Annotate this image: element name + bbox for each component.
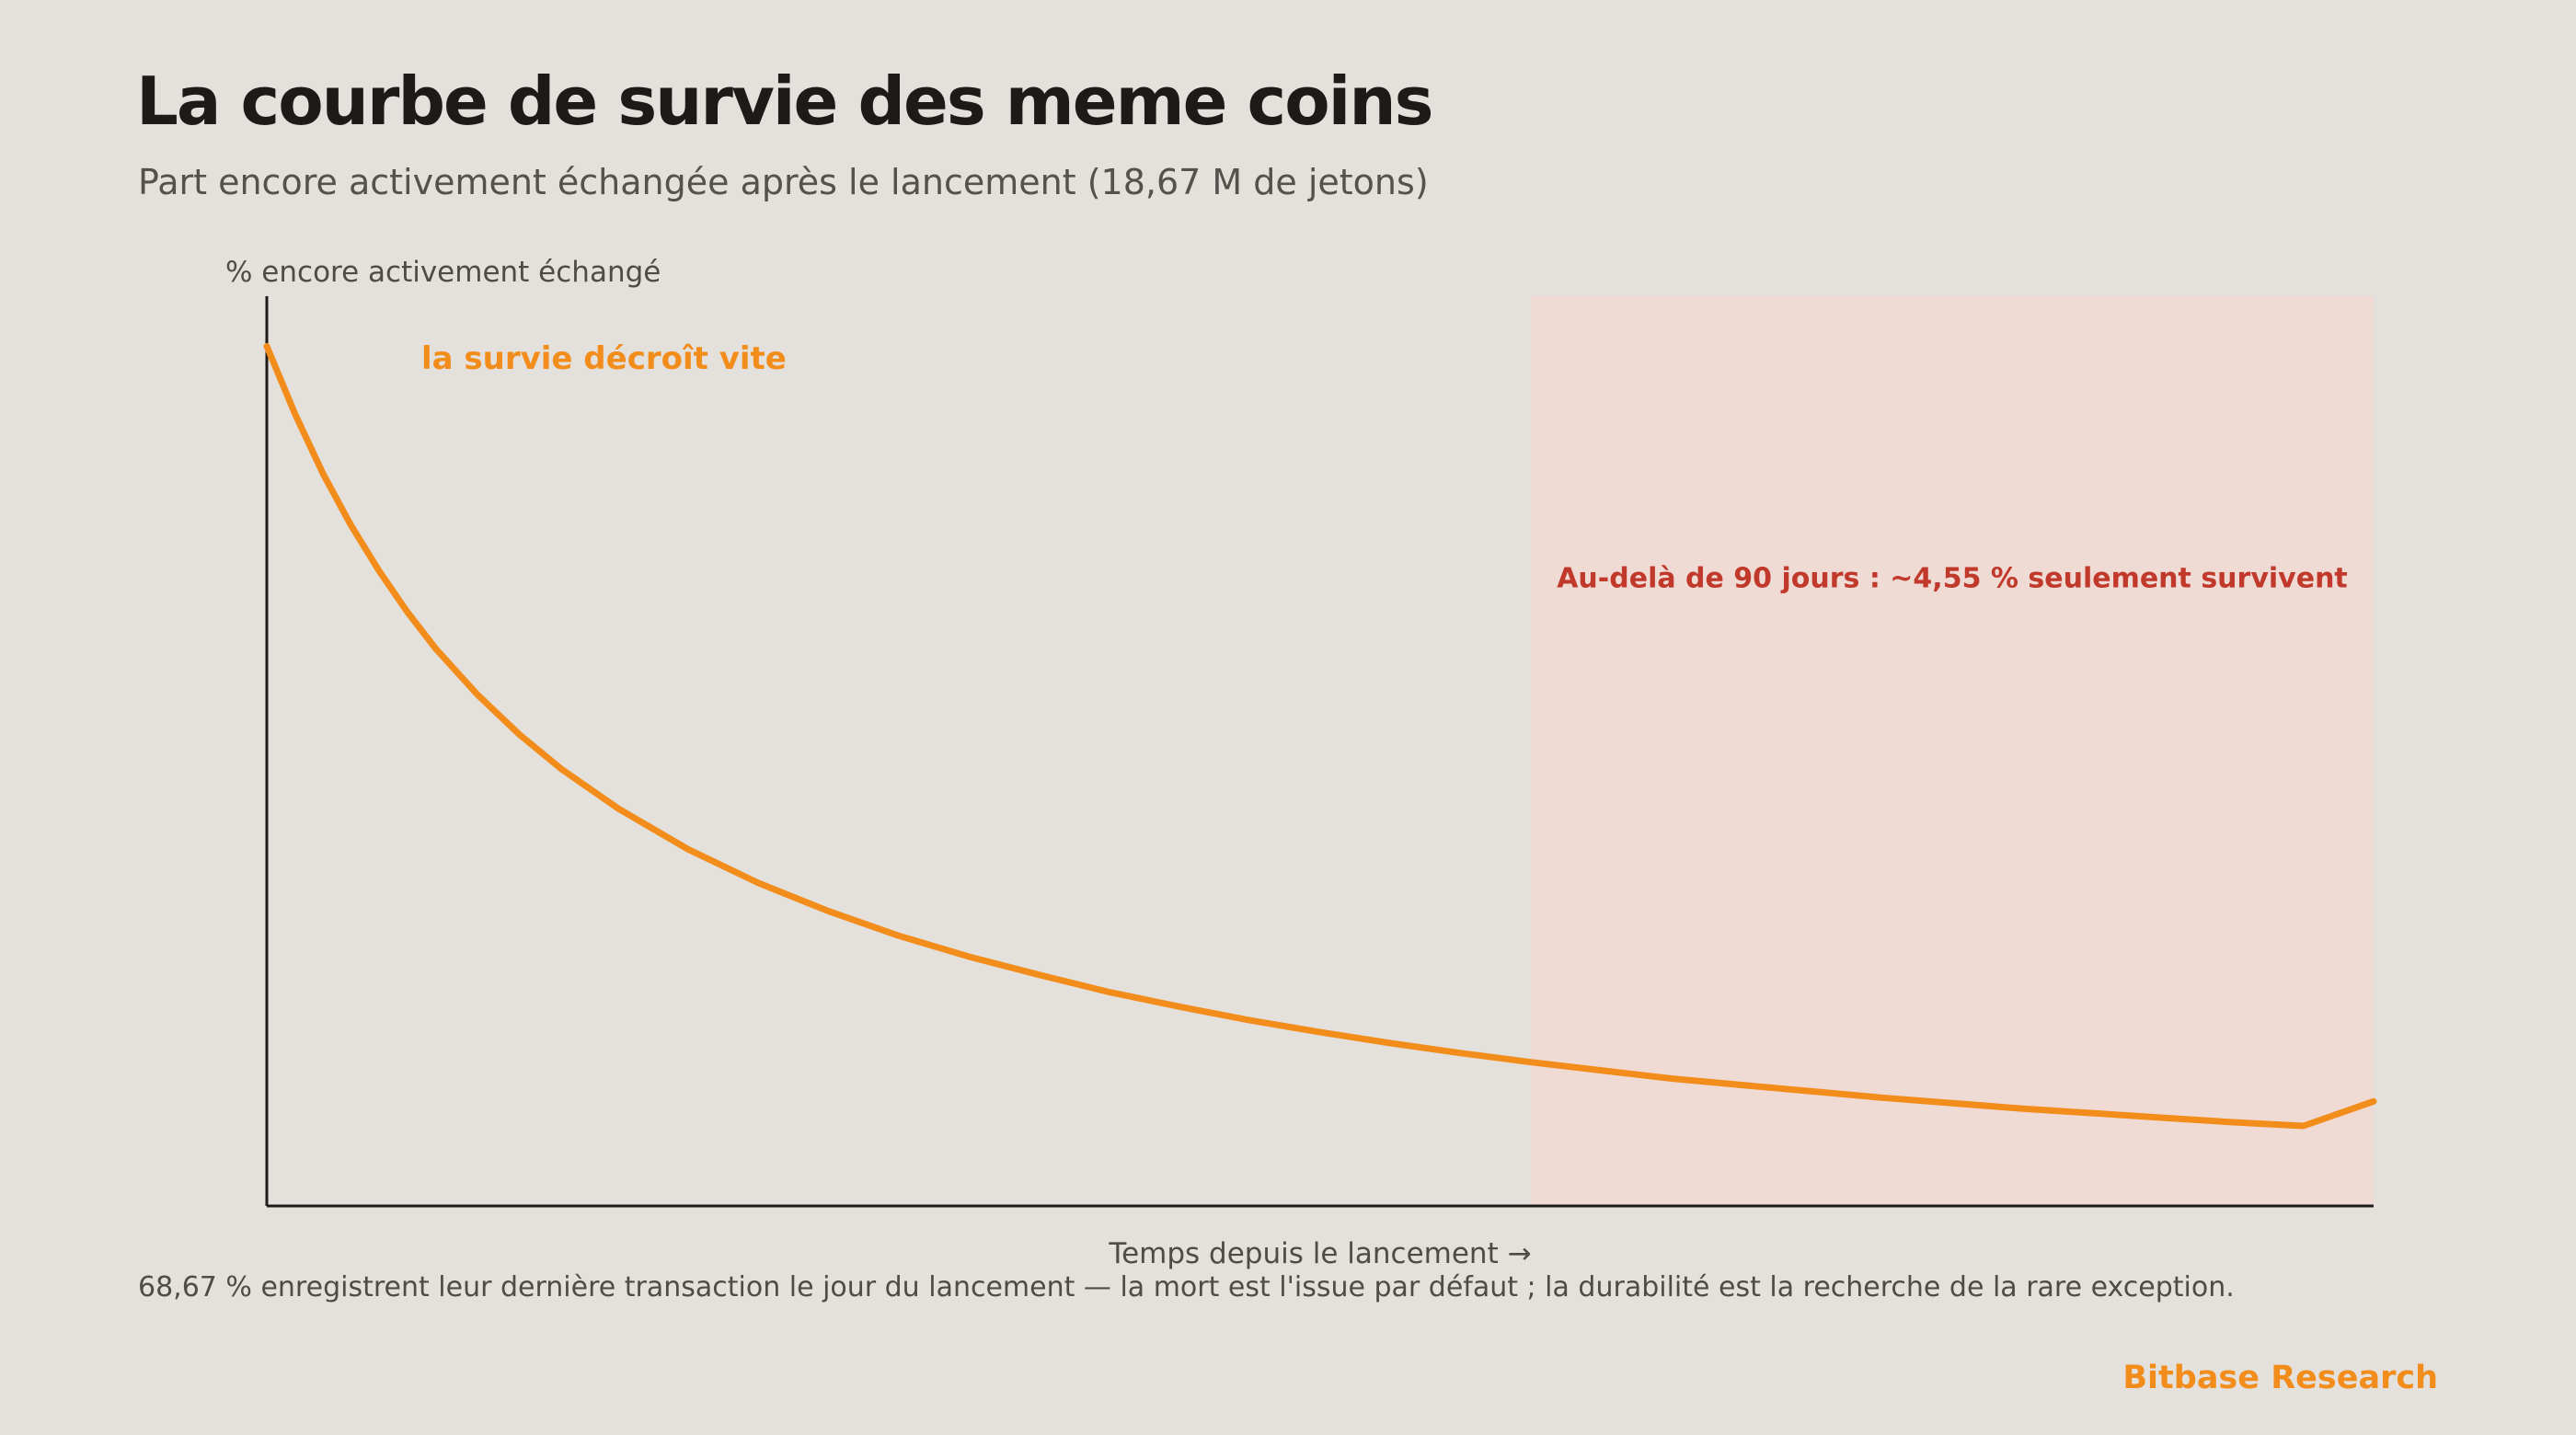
annotation-fast-decay: la survie décroît vite bbox=[421, 340, 787, 377]
brand-logo-text: Bitbase Research bbox=[2122, 1360, 2438, 1396]
survival-curve bbox=[263, 342, 2377, 1130]
chart-title: La courbe de survie des meme coins bbox=[136, 63, 1433, 140]
x-axis-label: Temps depuis le lancement → bbox=[1108, 1237, 1531, 1270]
y-axis-label: % encore activement échangé bbox=[225, 256, 661, 289]
chart-subtitle: Part encore activement échangée après le… bbox=[138, 162, 1429, 202]
post-90-days-region bbox=[1531, 296, 2374, 1206]
footnote: 68,67 % enregistrent leur dernière trans… bbox=[138, 1271, 2235, 1303]
annotation-90-days: Au-delà de 90 jours : ~4,55 % seulement … bbox=[1557, 562, 2348, 594]
